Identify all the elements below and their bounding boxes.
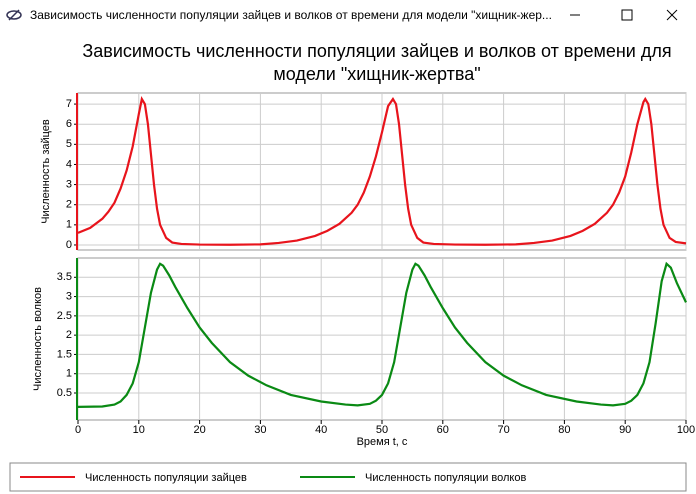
x-tick-label: 10 [133,424,145,436]
y-tick-label: 1 [66,219,72,231]
y-tick-label: 0 [66,239,72,251]
series-line [77,96,687,246]
y-tick-label: 1.5 [57,348,72,360]
x-axis-label: Время t, с [357,436,408,448]
x-tick-label: 90 [619,424,631,436]
y-axis-label: Численность зайцев [40,119,52,224]
y-tick-label: 2 [66,199,72,211]
x-tick-label: 0 [75,424,81,436]
window-title: Зависимость численности популяции зайцев… [30,8,552,22]
y-tick-label: 1 [66,368,72,380]
y-tick-label: 2 [66,329,72,341]
close-button[interactable] [666,9,678,21]
y-tick-label: 3.5 [57,271,72,283]
x-tick-label: 30 [254,424,266,436]
y-axis-label: Численность волков [32,287,44,391]
x-tick-label: 80 [558,424,570,436]
x-tick-label: 70 [497,424,509,436]
y-tick-label: 6 [66,118,72,130]
y-tick-label: 3 [66,178,72,190]
legend-box [9,462,687,492]
legend-label: Численность популяции волков [365,472,526,484]
y-tick-label: 3 [66,290,72,302]
y-tick-label: 2.5 [57,310,72,322]
x-tick-label: 100 [677,424,695,436]
chart-title: Зависимость численности популяции зайцев… [82,41,672,84]
legend-label: Численность популяции зайцев [85,472,247,484]
x-tick-label: 20 [193,424,205,436]
x-tick-label: 40 [315,424,327,436]
y-tick-label: 7 [66,98,72,110]
app-icon [6,9,22,21]
y-tick-label: 5 [66,138,72,150]
y-tick-label: 0.5 [57,387,72,399]
y-tick-label: 4 [66,158,72,170]
x-tick-label: 60 [437,424,449,436]
x-tick-label: 50 [376,424,388,436]
series-line [77,261,687,408]
maximize-button[interactable] [621,9,633,21]
